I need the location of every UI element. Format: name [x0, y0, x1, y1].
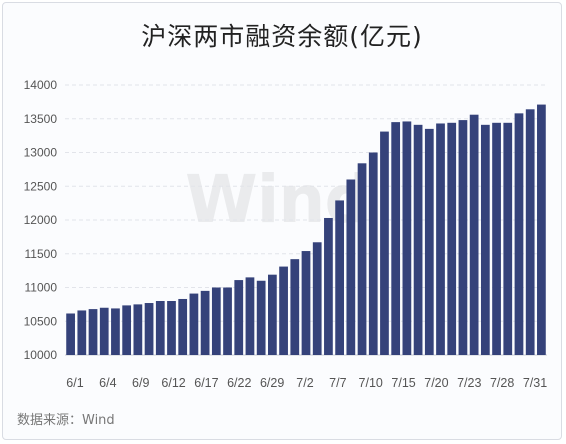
bar — [99, 307, 109, 355]
bar — [469, 114, 479, 355]
x-tick-label: 7/28 — [490, 376, 514, 390]
bar-chart: 10000 10500 11000 11500 12000 12500 13000 13500… — [24, 78, 548, 390]
y-tick-label: 10500 — [24, 314, 58, 328]
x-tick-label: 7/15 — [391, 376, 415, 390]
chart-card: 沪深两市融资余额(亿元) Wind 10000 10500 11000 11500 12… — [2, 2, 562, 440]
bar — [155, 301, 165, 355]
x-tick-label: 6/17 — [194, 376, 218, 390]
bar — [256, 280, 266, 355]
bar — [211, 287, 221, 355]
y-tick-label: 11000 — [25, 281, 58, 295]
x-tick-label: 7/20 — [424, 376, 448, 390]
bar — [335, 200, 344, 355]
x-tick-label: 6/12 — [161, 376, 185, 390]
y-tick-label: 14000 — [24, 78, 58, 92]
bar — [88, 309, 98, 355]
x-tick-label: 6/29 — [260, 376, 284, 390]
bar — [178, 298, 188, 355]
x-tick-label: 7/23 — [457, 376, 481, 390]
bar — [458, 120, 468, 355]
bar — [234, 280, 244, 355]
bar — [290, 259, 300, 355]
bar — [503, 122, 513, 355]
y-tick-label: 13000 — [24, 146, 58, 160]
bar — [357, 163, 367, 355]
bar — [346, 179, 356, 355]
bar — [245, 277, 255, 355]
x-tick-label: 7/31 — [523, 376, 547, 390]
bar — [301, 251, 311, 355]
bar — [111, 308, 120, 355]
bar — [402, 121, 412, 355]
bar — [223, 287, 232, 355]
bar — [167, 301, 176, 355]
bar — [380, 131, 389, 355]
bar — [122, 305, 132, 355]
bar — [492, 122, 501, 355]
chart-title: 沪深两市融资余额(亿元) — [141, 22, 423, 51]
y-tick-label: 10000 — [24, 348, 58, 362]
bar — [189, 293, 199, 355]
x-tick-label: 6/22 — [227, 376, 251, 390]
bar — [424, 128, 434, 355]
bar — [480, 124, 490, 355]
bar — [514, 113, 524, 355]
y-tick-label: 12500 — [24, 179, 58, 193]
bar — [312, 242, 322, 355]
bar — [324, 217, 333, 355]
bar — [447, 122, 457, 355]
bar — [144, 303, 154, 355]
bar — [391, 122, 401, 355]
y-tick-label: 11500 — [25, 247, 58, 261]
x-tick-label: 7/2 — [296, 376, 313, 390]
x-tick-label: 7/7 — [329, 376, 346, 390]
x-tick-label: 6/4 — [99, 376, 116, 390]
bar — [413, 124, 423, 355]
x-tick-label: 7/10 — [359, 376, 383, 390]
bar — [200, 290, 210, 355]
y-tick-label: 13500 — [24, 112, 58, 126]
bar — [77, 310, 87, 355]
bar — [436, 123, 445, 355]
bar — [368, 152, 378, 355]
x-tick-label: 6/1 — [66, 376, 83, 390]
x-tick-label: 6/9 — [132, 376, 149, 390]
bar — [525, 109, 535, 355]
bar — [133, 304, 143, 355]
bar — [537, 104, 546, 355]
source-note: 数据来源：Wind — [17, 413, 115, 428]
y-tick-label: 12000 — [24, 213, 58, 227]
bar — [279, 266, 288, 355]
bar — [66, 313, 75, 355]
bar — [268, 274, 277, 355]
